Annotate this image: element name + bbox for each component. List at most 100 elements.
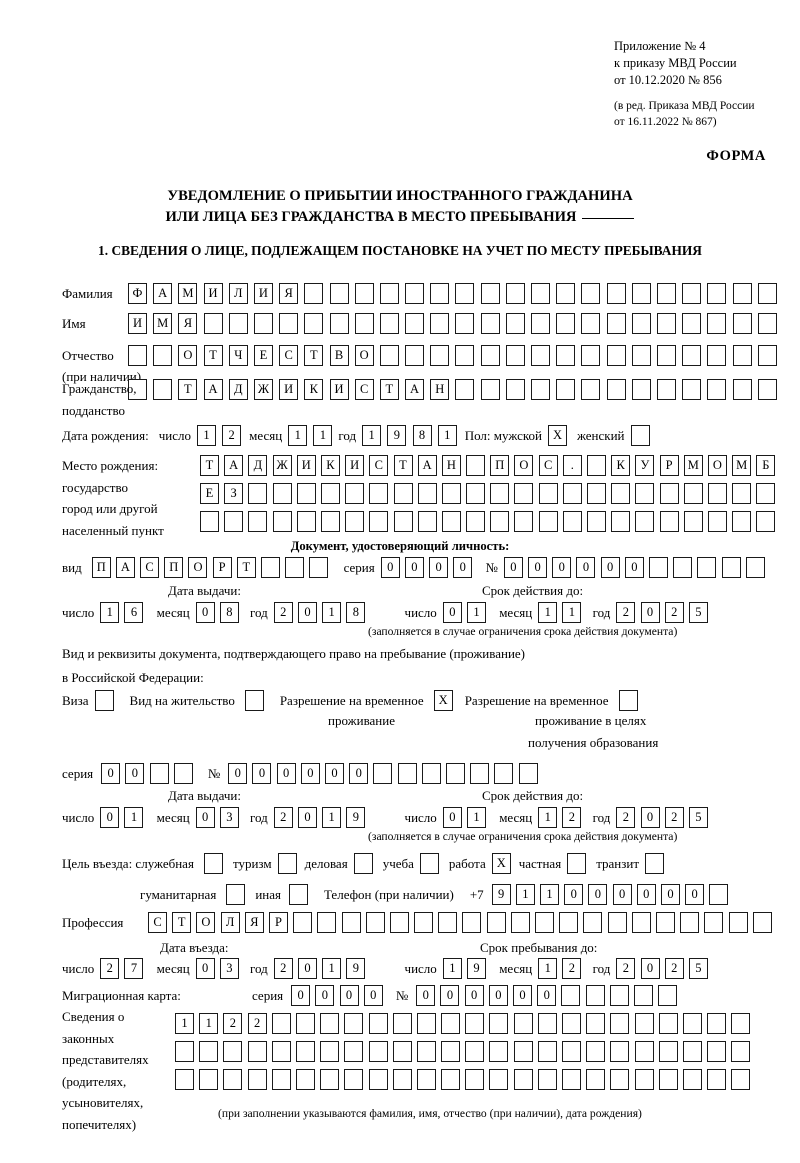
char-cell[interactable]: 1 <box>288 425 308 446</box>
char-cell[interactable] <box>682 345 702 366</box>
char-cell[interactable] <box>438 912 458 933</box>
char-cell[interactable] <box>455 313 475 334</box>
char-cell[interactable] <box>707 313 727 334</box>
char-cell[interactable]: А <box>203 379 223 400</box>
char-cell[interactable]: Т <box>200 455 219 476</box>
char-cell[interactable] <box>562 511 582 532</box>
char-cell[interactable] <box>296 483 316 504</box>
char-cell[interactable] <box>489 1069 509 1090</box>
char-cell[interactable] <box>537 1013 557 1034</box>
char-cell[interactable]: 0 <box>488 985 508 1006</box>
char-cell[interactable]: 0 <box>300 763 320 784</box>
char-cell[interactable] <box>320 1041 340 1062</box>
char-cell[interactable]: 0 <box>101 763 121 784</box>
char-cell[interactable] <box>393 483 413 504</box>
char-cell[interactable]: 0 <box>513 985 533 1006</box>
char-cell[interactable] <box>344 1013 364 1034</box>
char-cell[interactable]: 0 <box>552 557 572 578</box>
char-cell[interactable]: 3 <box>219 958 239 979</box>
char-cell[interactable] <box>416 1041 436 1062</box>
char-cell[interactable] <box>682 1041 702 1062</box>
char-cell[interactable] <box>392 1013 412 1034</box>
char-cell[interactable]: 1 <box>322 807 342 828</box>
char-cell[interactable] <box>513 1013 533 1034</box>
char-cell[interactable] <box>745 557 765 578</box>
char-cell[interactable] <box>228 313 248 334</box>
char-cell[interactable]: 0 <box>588 884 608 905</box>
char-cell[interactable] <box>556 313 576 334</box>
char-cell[interactable]: О <box>514 455 534 476</box>
char-cell[interactable]: Е <box>253 345 273 366</box>
char-cell[interactable] <box>514 483 534 504</box>
char-cell[interactable] <box>656 313 676 334</box>
char-cell[interactable]: 1 <box>100 602 120 623</box>
char-cell[interactable]: А <box>405 379 425 400</box>
char-cell[interactable] <box>709 884 729 905</box>
char-cell[interactable]: 0 <box>576 557 596 578</box>
char-cell[interactable] <box>707 345 727 366</box>
char-cell[interactable] <box>611 483 631 504</box>
char-cell[interactable] <box>295 1013 315 1034</box>
char-cell[interactable]: 0 <box>100 807 120 828</box>
char-cell[interactable]: 0 <box>195 958 215 979</box>
char-cell[interactable] <box>609 985 629 1006</box>
char-cell[interactable]: О <box>354 345 374 366</box>
char-cell[interactable]: 0 <box>429 557 449 578</box>
char-cell[interactable] <box>581 283 601 304</box>
char-cell[interactable] <box>369 483 389 504</box>
char-cell[interactable] <box>272 511 292 532</box>
char-cell[interactable] <box>405 345 425 366</box>
char-cell[interactable] <box>731 1041 751 1062</box>
char-cell[interactable] <box>223 1041 243 1062</box>
char-cell[interactable] <box>329 283 349 304</box>
char-cell[interactable] <box>587 511 606 532</box>
char-cell[interactable] <box>752 912 772 933</box>
char-cell[interactable] <box>368 1013 388 1034</box>
char-cell[interactable]: 0 <box>600 557 620 578</box>
char-cell[interactable] <box>320 1013 340 1034</box>
char-cell[interactable] <box>466 511 486 532</box>
char-cell[interactable] <box>430 313 450 334</box>
char-cell[interactable] <box>731 1069 751 1090</box>
char-cell[interactable] <box>465 1069 485 1090</box>
char-cell[interactable] <box>732 345 752 366</box>
char-cell[interactable]: 1 <box>196 425 216 446</box>
legal-rep-cells-line2[interactable] <box>175 1041 756 1062</box>
char-cell[interactable] <box>535 912 554 933</box>
char-cell[interactable] <box>248 511 268 532</box>
char-cell[interactable] <box>465 1041 485 1062</box>
char-cell[interactable]: 0 <box>685 884 705 905</box>
char-cell[interactable] <box>607 912 627 933</box>
char-cell[interactable]: С <box>369 455 389 476</box>
char-cell[interactable] <box>634 1041 654 1062</box>
char-cell[interactable]: Ф <box>128 283 147 304</box>
char-cell[interactable]: 0 <box>297 602 317 623</box>
char-cell[interactable]: Т <box>236 557 256 578</box>
char-cell[interactable] <box>610 1069 630 1090</box>
char-cell[interactable]: 1 <box>442 958 462 979</box>
char-cell[interactable] <box>586 1069 606 1090</box>
char-cell[interactable] <box>295 1069 315 1090</box>
char-cell[interactable]: З <box>224 483 244 504</box>
char-cell[interactable] <box>304 283 324 304</box>
char-cell[interactable] <box>416 1013 436 1034</box>
char-cell[interactable]: 0 <box>640 602 660 623</box>
char-cell[interactable] <box>631 313 651 334</box>
char-cell[interactable] <box>538 483 558 504</box>
char-cell[interactable]: С <box>279 345 299 366</box>
char-cell[interactable] <box>631 345 651 366</box>
char-cell[interactable] <box>417 511 437 532</box>
char-cell[interactable]: 2 <box>664 958 684 979</box>
char-cell[interactable]: И <box>345 455 365 476</box>
char-cell[interactable]: 2 <box>273 807 293 828</box>
char-cell[interactable]: 2 <box>664 807 684 828</box>
char-cell[interactable]: 1 <box>313 425 333 446</box>
